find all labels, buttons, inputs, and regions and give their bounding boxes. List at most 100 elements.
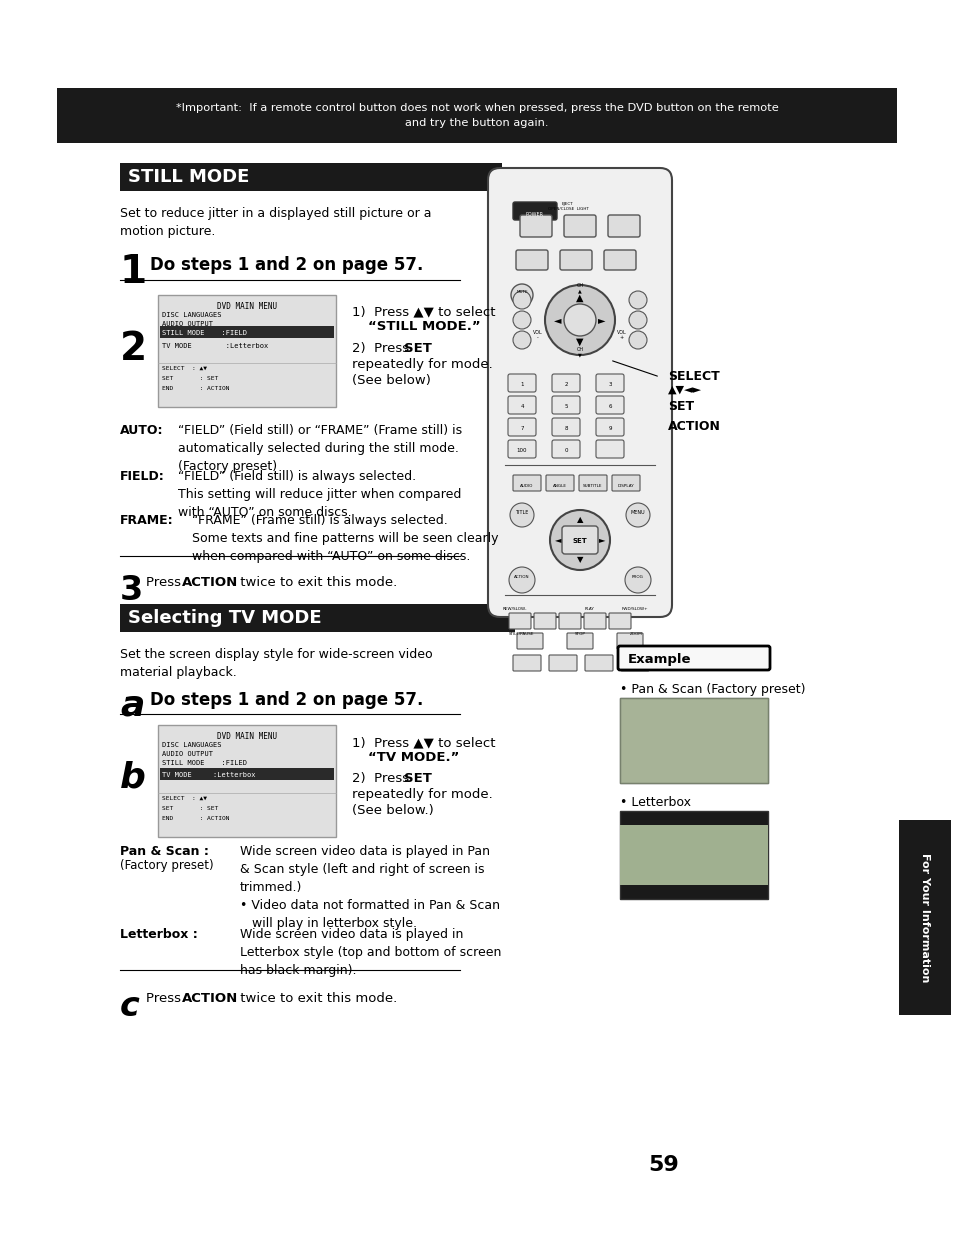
FancyBboxPatch shape: [620, 655, 648, 671]
Text: DISPLAY: DISPLAY: [617, 484, 634, 488]
Text: 1: 1: [120, 253, 147, 291]
FancyBboxPatch shape: [596, 396, 623, 414]
Text: (Factory preset): (Factory preset): [120, 860, 213, 872]
Text: Set the screen display style for wide-screen video
material playback.: Set the screen display style for wide-sc…: [120, 648, 432, 679]
Text: ►: ►: [598, 536, 604, 545]
FancyBboxPatch shape: [513, 655, 540, 671]
Text: *Important:  If a remote control button does not work when pressed, press the DV: *Important: If a remote control button d…: [175, 103, 778, 128]
Text: STILL MODE    :FIELD: STILL MODE :FIELD: [162, 330, 247, 336]
Text: VOL
+: VOL +: [617, 330, 626, 341]
Text: SET: SET: [667, 400, 694, 412]
Text: DISC LANGUAGES: DISC LANGUAGES: [162, 742, 221, 748]
FancyBboxPatch shape: [507, 374, 536, 391]
FancyBboxPatch shape: [552, 440, 579, 458]
FancyBboxPatch shape: [596, 374, 623, 391]
Text: ANGLE: ANGLE: [553, 484, 566, 488]
FancyBboxPatch shape: [120, 604, 515, 632]
FancyBboxPatch shape: [160, 768, 334, 781]
FancyBboxPatch shape: [608, 613, 630, 629]
Circle shape: [511, 284, 533, 306]
Circle shape: [563, 304, 596, 336]
Text: SET: SET: [403, 772, 432, 785]
Text: 4: 4: [519, 405, 523, 410]
Text: 0: 0: [563, 448, 567, 453]
Text: Press: Press: [146, 576, 185, 589]
Text: TITLE: TITLE: [515, 510, 528, 515]
FancyBboxPatch shape: [507, 396, 536, 414]
Text: ▼: ▼: [576, 337, 583, 347]
Text: Do steps 1 and 2 on page 57.: Do steps 1 and 2 on page 57.: [150, 692, 423, 709]
Text: END       : ACTION: END : ACTION: [162, 816, 230, 821]
FancyBboxPatch shape: [552, 417, 579, 436]
Text: repeatedly for mode.: repeatedly for mode.: [352, 788, 493, 802]
Text: a: a: [120, 688, 144, 722]
Text: ZOOM: ZOOM: [629, 632, 641, 636]
Text: 3: 3: [120, 574, 143, 606]
FancyBboxPatch shape: [509, 613, 531, 629]
FancyBboxPatch shape: [607, 215, 639, 237]
Text: ACTION: ACTION: [514, 576, 529, 579]
Text: DISC LANGUAGES: DISC LANGUAGES: [162, 312, 221, 317]
Text: repeatedly for mode.: repeatedly for mode.: [352, 358, 493, 370]
Text: REW/SLOW-: REW/SLOW-: [502, 606, 527, 611]
Circle shape: [550, 510, 609, 571]
FancyBboxPatch shape: [160, 326, 334, 338]
Text: ►: ►: [598, 315, 605, 325]
Circle shape: [509, 567, 535, 593]
Text: AUTO:: AUTO:: [120, 424, 163, 437]
FancyBboxPatch shape: [120, 163, 501, 191]
Text: ACTION: ACTION: [182, 576, 238, 589]
Text: twice to exit this mode.: twice to exit this mode.: [235, 576, 396, 589]
Text: PROG: PROG: [632, 576, 643, 579]
Text: Press: Press: [146, 992, 185, 1005]
Text: Do steps 1 and 2 on page 57.: Do steps 1 and 2 on page 57.: [150, 256, 423, 274]
FancyBboxPatch shape: [619, 698, 767, 783]
Text: MUTE: MUTE: [516, 290, 527, 294]
Text: ▲: ▲: [576, 293, 583, 303]
Circle shape: [628, 311, 646, 329]
Text: Letterbox :: Letterbox :: [120, 927, 197, 941]
FancyBboxPatch shape: [559, 249, 592, 270]
Text: 7: 7: [519, 426, 523, 431]
Circle shape: [628, 331, 646, 350]
FancyBboxPatch shape: [619, 811, 767, 899]
FancyBboxPatch shape: [617, 634, 642, 650]
Text: (See below): (See below): [352, 374, 431, 387]
Text: SET       : SET: SET : SET: [162, 806, 218, 811]
Text: ▲▼◄►: ▲▼◄►: [667, 385, 701, 395]
Text: SET: SET: [572, 538, 587, 543]
Text: AUDIO OUTPUT: AUDIO OUTPUT: [162, 321, 213, 327]
Circle shape: [510, 503, 534, 527]
FancyBboxPatch shape: [488, 168, 671, 618]
Text: Wide screen video data is played in Pan
& Scan style (left and right of screen i: Wide screen video data is played in Pan …: [240, 845, 499, 930]
Text: SET       : SET: SET : SET: [162, 375, 218, 382]
Text: ▲: ▲: [577, 515, 582, 525]
Text: SELECT  : ▲▼: SELECT : ▲▼: [162, 797, 207, 802]
Text: STILL/PAUSE: STILL/PAUSE: [509, 632, 535, 636]
Text: • Letterbox: • Letterbox: [619, 797, 690, 809]
Text: 100: 100: [517, 448, 527, 453]
Text: “FIELD” (Field still) or “FRAME” (Frame still) is
automatically selected during : “FIELD” (Field still) or “FRAME” (Frame …: [178, 424, 461, 473]
Text: ACTION: ACTION: [667, 420, 720, 433]
FancyBboxPatch shape: [158, 295, 335, 408]
FancyBboxPatch shape: [558, 613, 580, 629]
Text: 2: 2: [120, 330, 147, 368]
FancyBboxPatch shape: [516, 249, 547, 270]
FancyBboxPatch shape: [596, 417, 623, 436]
FancyBboxPatch shape: [545, 475, 574, 492]
FancyBboxPatch shape: [158, 725, 335, 837]
Circle shape: [628, 291, 646, 309]
Text: EJECT
OPEN/CLOSE  LIGHT: EJECT OPEN/CLOSE LIGHT: [547, 203, 588, 211]
Text: STILL MODE: STILL MODE: [128, 168, 249, 186]
Text: “FRAME” (Frame still) is always selected.
Some texts and fine patterns will be s: “FRAME” (Frame still) is always selected…: [192, 514, 498, 563]
Text: For Your Information: For Your Information: [919, 853, 929, 982]
Text: twice to exit this mode.: twice to exit this mode.: [235, 992, 396, 1005]
Text: ◄: ◄: [554, 315, 561, 325]
Text: SELECT: SELECT: [667, 370, 719, 383]
Text: POWER: POWER: [525, 212, 543, 217]
Text: “FIELD” (Field still) is always selected.
This setting will reduce jitter when c: “FIELD” (Field still) is always selected…: [178, 471, 461, 519]
Text: SET: SET: [403, 342, 432, 354]
Text: FWD/SLOW+: FWD/SLOW+: [621, 606, 648, 611]
FancyBboxPatch shape: [548, 655, 577, 671]
Text: • Pan & Scan (Factory preset): • Pan & Scan (Factory preset): [619, 683, 804, 697]
